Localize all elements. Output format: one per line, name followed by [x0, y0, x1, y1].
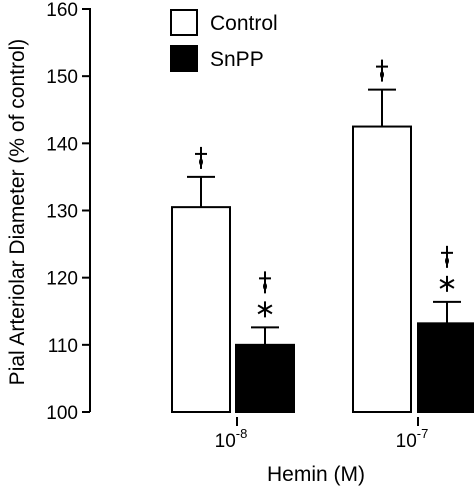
- legend-swatch: [170, 45, 198, 72]
- x-tick-label: 10-8: [215, 426, 248, 452]
- x-tick-label: 10-7: [396, 426, 429, 452]
- bar-snpp: [235, 271, 295, 414]
- y-axis-label: Pial Arteriolar Diameter (% of control): [6, 39, 29, 386]
- legend: Control SnPP: [170, 9, 278, 72]
- dagger-dot: [199, 158, 203, 166]
- asterisk-mark: [439, 275, 455, 292]
- bar-control: [171, 146, 231, 413]
- y-tick-label: 160: [46, 0, 78, 21]
- dagger-dot: [445, 257, 449, 265]
- y-tick-label: 140: [46, 134, 78, 155]
- dagger-dot: [263, 282, 267, 290]
- dagger-dot: [380, 71, 384, 79]
- legend-label: Control: [210, 12, 278, 35]
- legend-label: SnPP: [210, 48, 264, 71]
- y-tick-label: 130: [46, 202, 78, 223]
- y-tick-label: 120: [46, 269, 78, 290]
- x-axis-label: Hemin (M): [267, 463, 365, 486]
- legend-swatch: [170, 9, 198, 36]
- dagger-mark: [259, 271, 271, 294]
- y-tick-label: 100: [46, 403, 78, 424]
- x-tick-label-base: 10: [396, 431, 417, 452]
- dagger-mark: [195, 146, 207, 169]
- y-tick-label: 150: [46, 67, 78, 88]
- dagger-mark: [376, 59, 388, 82]
- bar-control: [352, 59, 412, 414]
- bar-rect: [352, 125, 412, 414]
- x-tick-label-base: 10: [215, 431, 236, 452]
- asterisk-stroke: [257, 304, 273, 315]
- bar-rect: [235, 343, 295, 414]
- dagger-mark: [441, 245, 453, 268]
- x-tick-label-exponent: -7: [417, 426, 429, 441]
- y-tick-label: 110: [48, 336, 78, 357]
- bar-rect: [171, 206, 231, 413]
- bar-rect: [417, 322, 474, 413]
- asterisk-mark: [257, 301, 273, 318]
- bars: [171, 59, 474, 414]
- legend-entry: Control: [170, 9, 278, 36]
- x-tick-label-exponent: -8: [236, 426, 248, 441]
- legend-entry: SnPP: [170, 45, 264, 72]
- bar-snpp: [417, 245, 474, 413]
- asterisk-stroke: [439, 278, 455, 289]
